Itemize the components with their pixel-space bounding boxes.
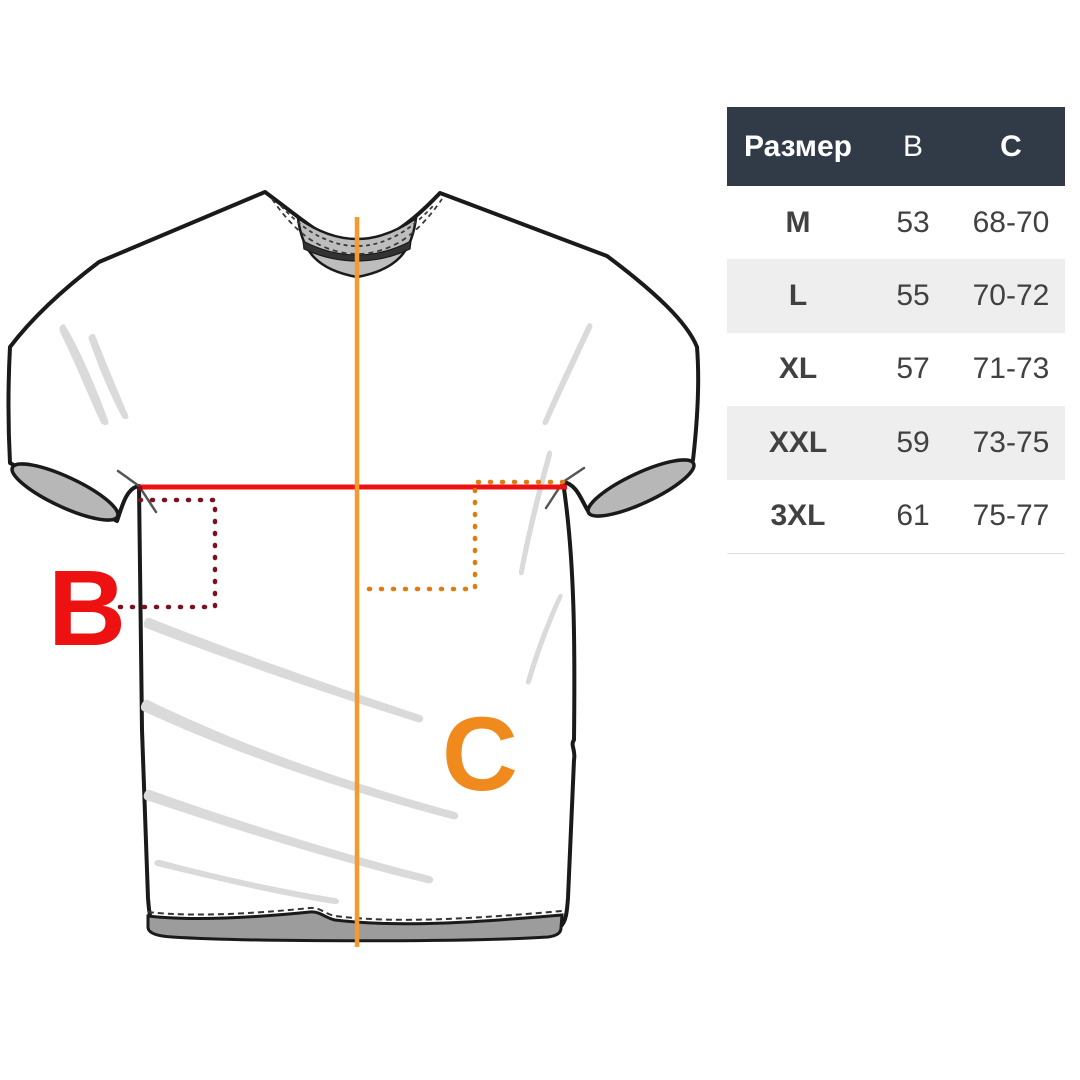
svg-text:B: B xyxy=(48,547,126,668)
svg-text:C: C xyxy=(442,696,518,813)
